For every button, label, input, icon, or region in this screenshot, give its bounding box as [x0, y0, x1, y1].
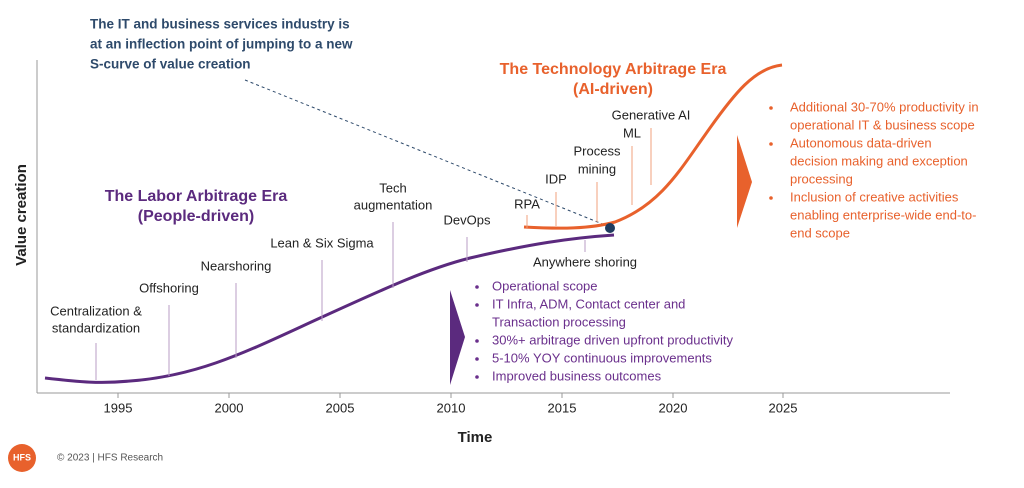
- milestone: Generative AI: [612, 107, 691, 122]
- annotation: The IT and business services industry is: [90, 17, 350, 32]
- milestone: Offshoring: [139, 280, 199, 295]
- milestone: Centralization &: [50, 303, 142, 318]
- x-tick-label: 2005: [326, 400, 355, 415]
- milestone: Process: [574, 143, 621, 158]
- bullet-dot: [769, 106, 773, 110]
- bullet-dot: [769, 142, 773, 146]
- bullet: Operational scope: [492, 278, 598, 293]
- bullet: Transaction processing: [492, 314, 626, 329]
- milestone: standardization: [52, 320, 140, 335]
- bullet: Autonomous data-driven: [790, 135, 932, 150]
- milestone: Nearshoring: [201, 258, 272, 273]
- x-tick-label: 2015: [548, 400, 577, 415]
- milestone: augmentation: [354, 197, 433, 212]
- milestone: Tech: [379, 180, 406, 195]
- era-title: The Technology Arbitrage Era: [500, 61, 727, 78]
- bullet: operational IT & business scope: [790, 117, 975, 132]
- bullet: end scope: [790, 225, 850, 240]
- milestone: DevOps: [444, 212, 491, 227]
- bullet-dot: [475, 339, 479, 343]
- x-tick-label: 2010: [437, 400, 466, 415]
- tech-curve: [523, 63, 783, 230]
- bullet: Additional 30-70% productivity in: [790, 99, 979, 114]
- orange-chevron: [737, 135, 752, 228]
- bullet: 5-10% YOY continuous improvements: [492, 350, 712, 365]
- bullet: Improved business outcomes: [492, 368, 662, 383]
- inflection-dot: [605, 223, 615, 233]
- labor-curve: [44, 233, 615, 384]
- era-title: The Labor Arbitrage Era: [105, 188, 288, 205]
- bullet: Inclusion of creative activities: [790, 189, 959, 204]
- bullet-dot: [475, 303, 479, 307]
- logo: [8, 444, 36, 472]
- annotation: S-curve of value creation: [90, 57, 251, 72]
- x-tick-label: 2025: [769, 400, 798, 415]
- x-tick-label: 1995: [104, 400, 133, 415]
- purple-chevron: [450, 290, 465, 385]
- bullet: 30%+ arbitrage driven upfront productivi…: [492, 332, 733, 347]
- milestone: Anywhere shoring: [533, 254, 637, 269]
- milestone: ML: [623, 125, 641, 140]
- bullet-dot: [769, 196, 773, 200]
- bullet: IT Infra, ADM, Contact center and: [492, 296, 685, 311]
- era-title: (People-driven): [138, 208, 254, 225]
- logo-text: HFS: [13, 452, 31, 462]
- bullet: processing: [790, 171, 853, 186]
- milestone: mining: [578, 161, 616, 176]
- milestone: RPA: [514, 196, 540, 211]
- milestone: IDP: [545, 171, 567, 186]
- x-tick-label: 2020: [659, 400, 688, 415]
- y-label: Value creation: [13, 164, 30, 266]
- bullet-dot: [475, 375, 479, 379]
- dashed-pointer: [244, 79, 606, 226]
- x-tick-label: 2000: [215, 400, 244, 415]
- annotation: at an inflection point of jumping to a n…: [90, 37, 353, 52]
- bullet-dot: [475, 285, 479, 289]
- x-label: Time: [458, 429, 493, 446]
- era-title: (AI-driven): [573, 81, 653, 98]
- copyright: © 2023 | HFS Research: [57, 453, 163, 464]
- milestone: Lean & Six Sigma: [270, 235, 374, 250]
- bullet: decision making and exception: [790, 153, 968, 168]
- bullet: enabling enterprise-wide end-to-: [790, 207, 976, 222]
- bullet-dot: [475, 357, 479, 361]
